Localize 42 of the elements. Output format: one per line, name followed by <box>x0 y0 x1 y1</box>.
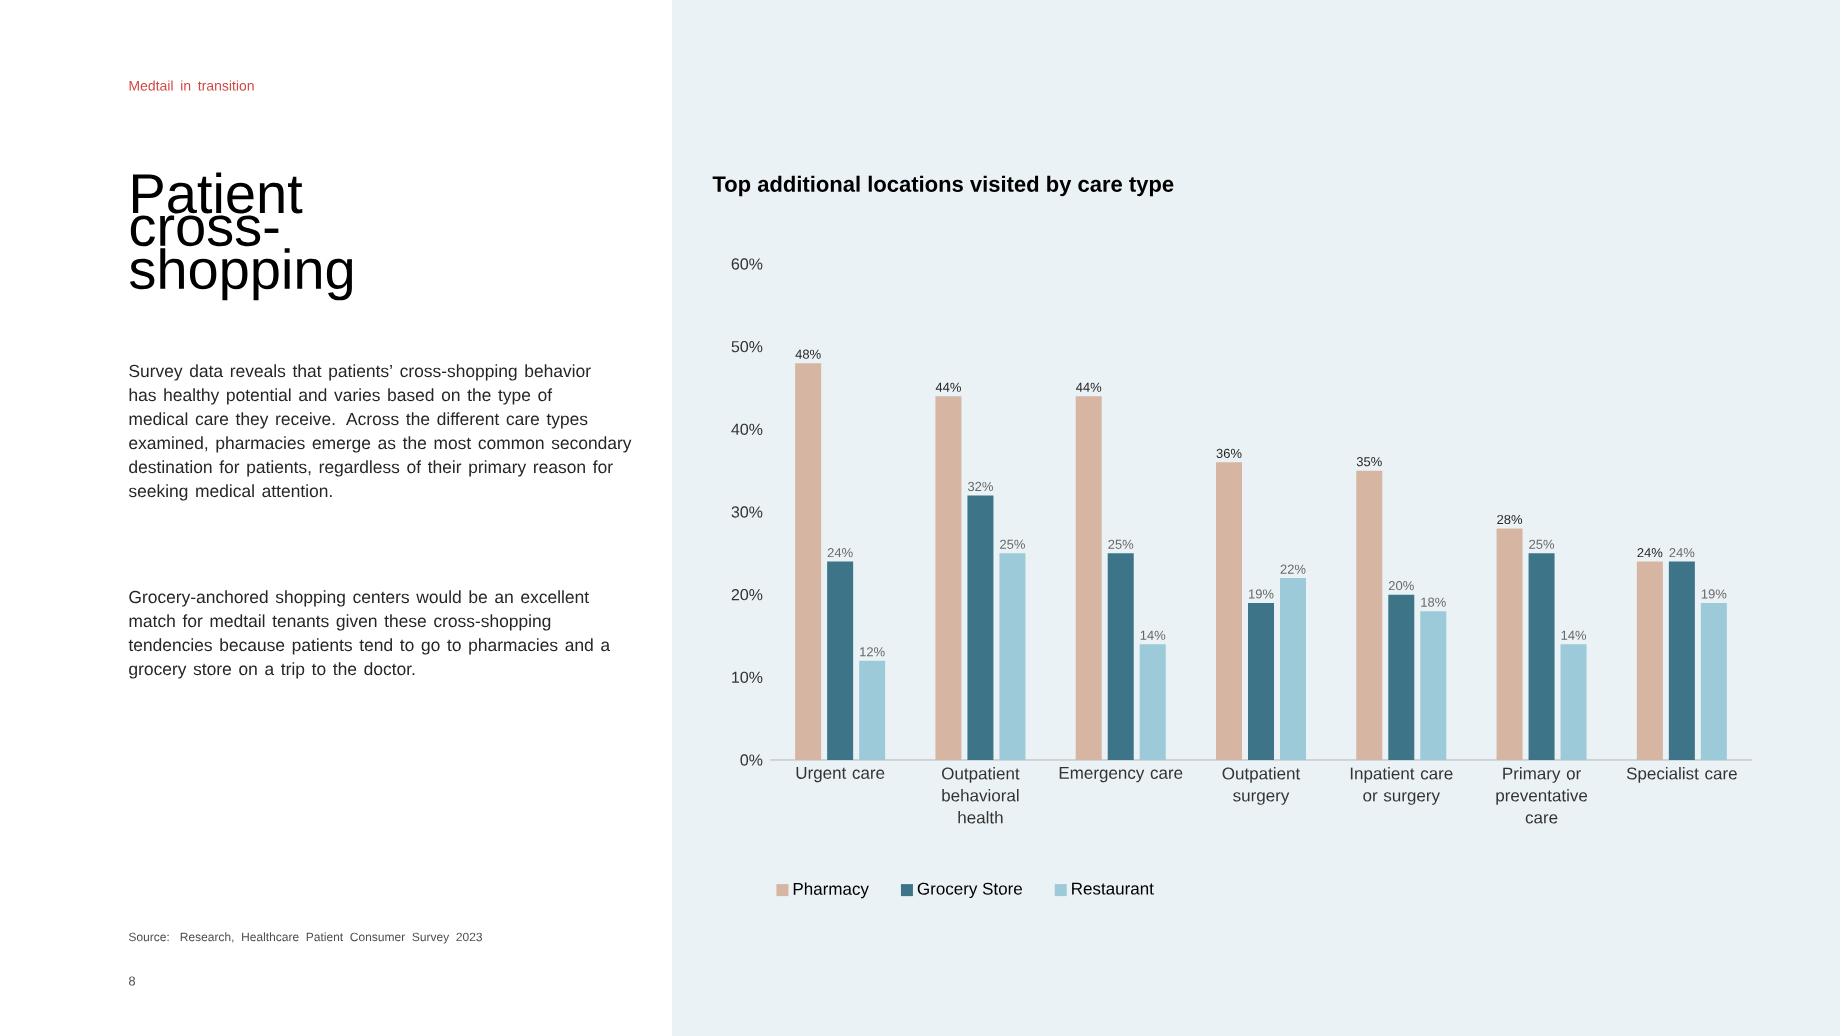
text: Survey data reveals that patients’ cross-shopping behavior has healthy potential and varies based on the type of medical care they receive. Across the different care types examined, pharmacies emerge as the most common secondary destination for patients, regardless of their primary reason for seeking medical attention. <box>128 364 632 501</box>
text: Grocery-anchored shopping centers would be an excellent match for medtail tenants given these cross-shopping tendencies because patients tend to go to pharmacies and a grocery store on a trip to the doctor. <box>128 590 611 679</box>
text: Patient cross-shopping <box>129 172 353 301</box>
bar <box>1420 611 1447 760</box>
y-tick-label: 60% <box>731 258 763 270</box>
x-tick-label: Urgent care <box>796 767 885 783</box>
legend-label: Pharmacy <box>793 882 869 899</box>
bar <box>1636 561 1663 760</box>
bar <box>1700 602 1727 760</box>
bar <box>1248 602 1275 760</box>
bar <box>999 553 1026 760</box>
bar <box>827 561 854 760</box>
bar <box>1280 578 1306 760</box>
bar <box>1356 470 1383 760</box>
y-tick-label: 0% <box>740 754 763 766</box>
bar <box>1075 396 1102 760</box>
bar <box>1388 594 1415 760</box>
bar <box>935 396 962 760</box>
bar <box>1139 644 1166 760</box>
bar <box>1668 561 1695 760</box>
legend-label: Grocery Store <box>917 882 1022 899</box>
x-tick-label: Specialist care <box>1626 767 1737 783</box>
bar <box>1560 644 1587 760</box>
y-tick-label: 40% <box>731 423 763 435</box>
bar <box>1216 462 1242 760</box>
x-tick-label: Emergency care <box>1059 767 1183 783</box>
x-tick-label: Outpatient surgery <box>1222 767 1301 805</box>
legend-label: Restaurant <box>1072 882 1154 895</box>
bar <box>795 363 822 760</box>
x-tick-label: Primary or preventative care <box>1496 767 1588 824</box>
bar <box>1528 553 1555 760</box>
x-tick-label: Outpatient behavioral health <box>942 767 1020 824</box>
y-tick-label: 50% <box>731 340 763 353</box>
y-tick-label: 10% <box>732 671 763 683</box>
bar <box>859 660 886 760</box>
bar <box>967 495 994 760</box>
x-tick-label: Inpatient care or surgery <box>1350 767 1453 805</box>
bar <box>1496 528 1523 760</box>
y-tick-label: 20% <box>731 588 763 601</box>
bar <box>1107 553 1134 760</box>
y-tick-label: 30% <box>731 506 763 518</box>
chart-title: Top additional locations visited by care type <box>712 175 1174 197</box>
